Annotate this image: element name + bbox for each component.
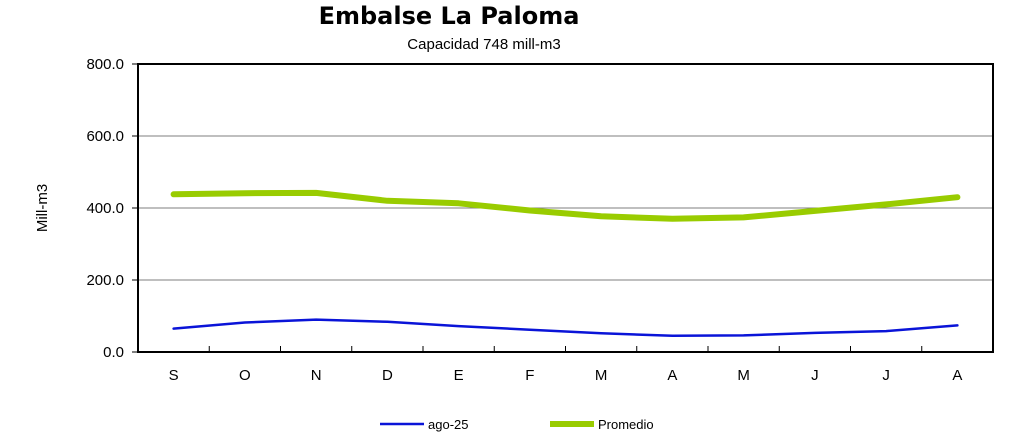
legend: ago-25 Promedio — [380, 417, 654, 432]
x-tick-label: J — [811, 367, 819, 384]
series-line-1 — [172, 318, 959, 338]
y-tick-label: 200.0 — [86, 272, 124, 289]
x-tick-label: N — [311, 367, 322, 384]
x-tick-label: S — [169, 367, 179, 384]
y-axis-title: Mill-m3 — [34, 184, 51, 232]
x-tick-label: A — [667, 367, 677, 384]
series-line-2 — [170, 189, 961, 222]
x-tick-label: O — [239, 367, 251, 384]
x-tick-label: A — [952, 367, 962, 384]
x-tick-label: M — [595, 367, 608, 384]
y-tick-label: 600.0 — [86, 128, 124, 145]
y-axis: 0.0 200.0 400.0 600.0 800.0 — [86, 56, 138, 361]
chart-subtitle: Capacidad 748 mill-m3 — [407, 36, 560, 53]
y-tick-label: 0.0 — [103, 344, 124, 361]
x-tick-label: F — [525, 367, 534, 384]
chart-title: Embalse La Paloma — [319, 2, 580, 30]
x-tick-label: E — [454, 367, 464, 384]
y-tick-label: 400.0 — [86, 200, 124, 217]
x-tick-label: J — [882, 367, 890, 384]
x-tick-label: M — [737, 367, 750, 384]
y-tick-label: 800.0 — [86, 56, 124, 73]
legend-label: ago-25 — [428, 417, 468, 432]
x-tick-label: D — [382, 367, 393, 384]
series-lines — [170, 189, 961, 338]
legend-label: Promedio — [598, 417, 654, 432]
